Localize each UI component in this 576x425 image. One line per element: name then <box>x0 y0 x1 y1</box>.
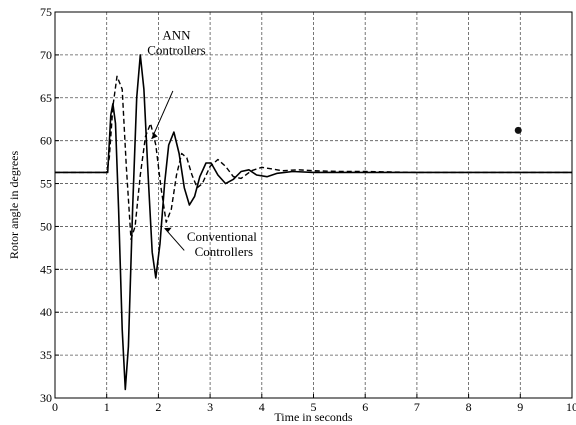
x-tick-label: 4 <box>259 400 265 414</box>
x-tick-label: 0 <box>52 400 58 414</box>
x-tick-label: 7 <box>414 400 420 414</box>
y-tick-label: 50 <box>40 219 52 233</box>
series-layer <box>55 54 572 391</box>
ann-arrowhead <box>151 132 158 139</box>
conventional-controllers-line <box>55 75 572 240</box>
x-tick-label: 8 <box>466 400 472 414</box>
x-tick-label: 9 <box>517 400 523 414</box>
conventional-annotation-label: Conventional Controllers <box>187 229 257 259</box>
grid-lines <box>55 12 572 398</box>
x-tick-label: 10 <box>566 400 576 414</box>
ann-annotation-label: ANN Controllers <box>147 27 206 57</box>
y-tick-label: 35 <box>40 348 52 362</box>
x-tick-label: 6 <box>362 400 368 414</box>
y-axis-label: Rotor angle in degrees <box>7 151 21 260</box>
ann-arrow <box>151 90 174 140</box>
y-tick-label: 45 <box>40 262 52 276</box>
y-tick-label: 70 <box>40 48 52 62</box>
x-tick-label: 1 <box>104 400 110 414</box>
stray-mark <box>514 126 522 134</box>
y-tick-label: 75 <box>40 5 52 19</box>
x-tick-label: 3 <box>207 400 213 414</box>
ann-controllers-line <box>55 54 572 391</box>
y-tick-label: 65 <box>40 91 52 105</box>
y-tick-label: 40 <box>40 305 52 319</box>
y-tick-label: 30 <box>40 391 52 405</box>
x-tick-label: 5 <box>311 400 317 414</box>
x-axis-label: Time in seconds <box>274 410 353 424</box>
y-tick-label: 60 <box>40 134 52 148</box>
x-tick-label: 2 <box>155 400 161 414</box>
conventional-arrowhead <box>164 227 172 233</box>
y-tick-label: 55 <box>40 177 52 191</box>
annotations: ANN Controllers Conventional Controllers <box>147 27 522 259</box>
